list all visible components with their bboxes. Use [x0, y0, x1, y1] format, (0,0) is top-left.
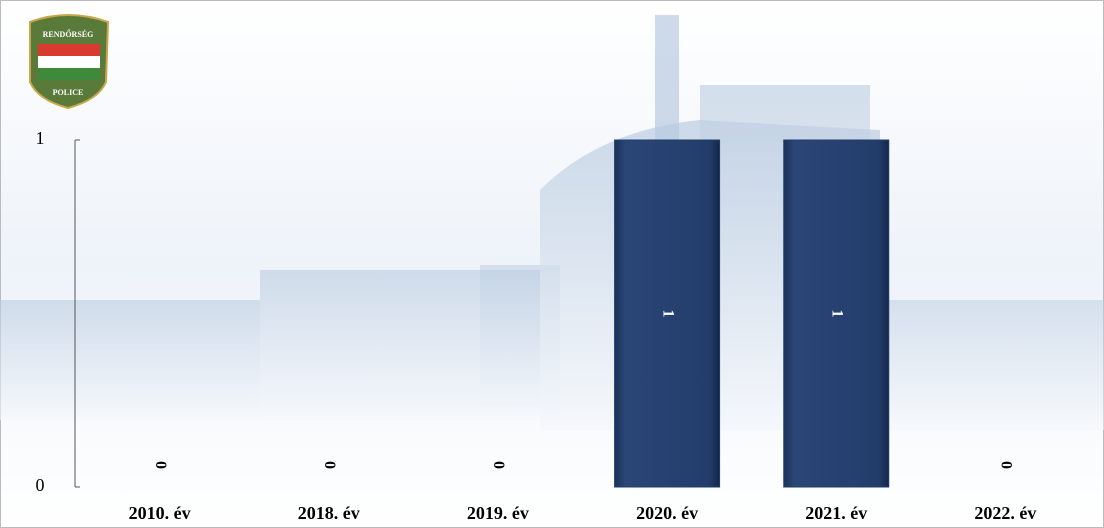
data-label: 0 — [321, 461, 338, 469]
data-label: 0 — [490, 461, 507, 469]
logo: RENDŐRSÉG POLICE — [29, 14, 110, 110]
data-label: 1 — [659, 310, 676, 318]
data-label: 0 — [152, 461, 169, 469]
y-tick-label: 1 — [36, 128, 45, 148]
x-tick-label: 2019. év — [467, 503, 529, 523]
logo-text: POLICE — [53, 88, 84, 97]
x-tick-label: 2021. év — [805, 503, 867, 523]
x-tick-label: 2018. év — [298, 503, 360, 523]
logo-text: RENDŐRSÉG — [43, 29, 94, 39]
bar — [783, 139, 890, 488]
x-tick-label: 2010. év — [129, 503, 191, 523]
x-tick-label: 2020. év — [636, 503, 698, 523]
x-tick-label: 2022. év — [974, 503, 1036, 523]
data-label: 0 — [998, 461, 1015, 469]
bar — [614, 139, 721, 488]
y-tick-label: 0 — [36, 475, 45, 495]
data-label: 1 — [829, 310, 846, 318]
